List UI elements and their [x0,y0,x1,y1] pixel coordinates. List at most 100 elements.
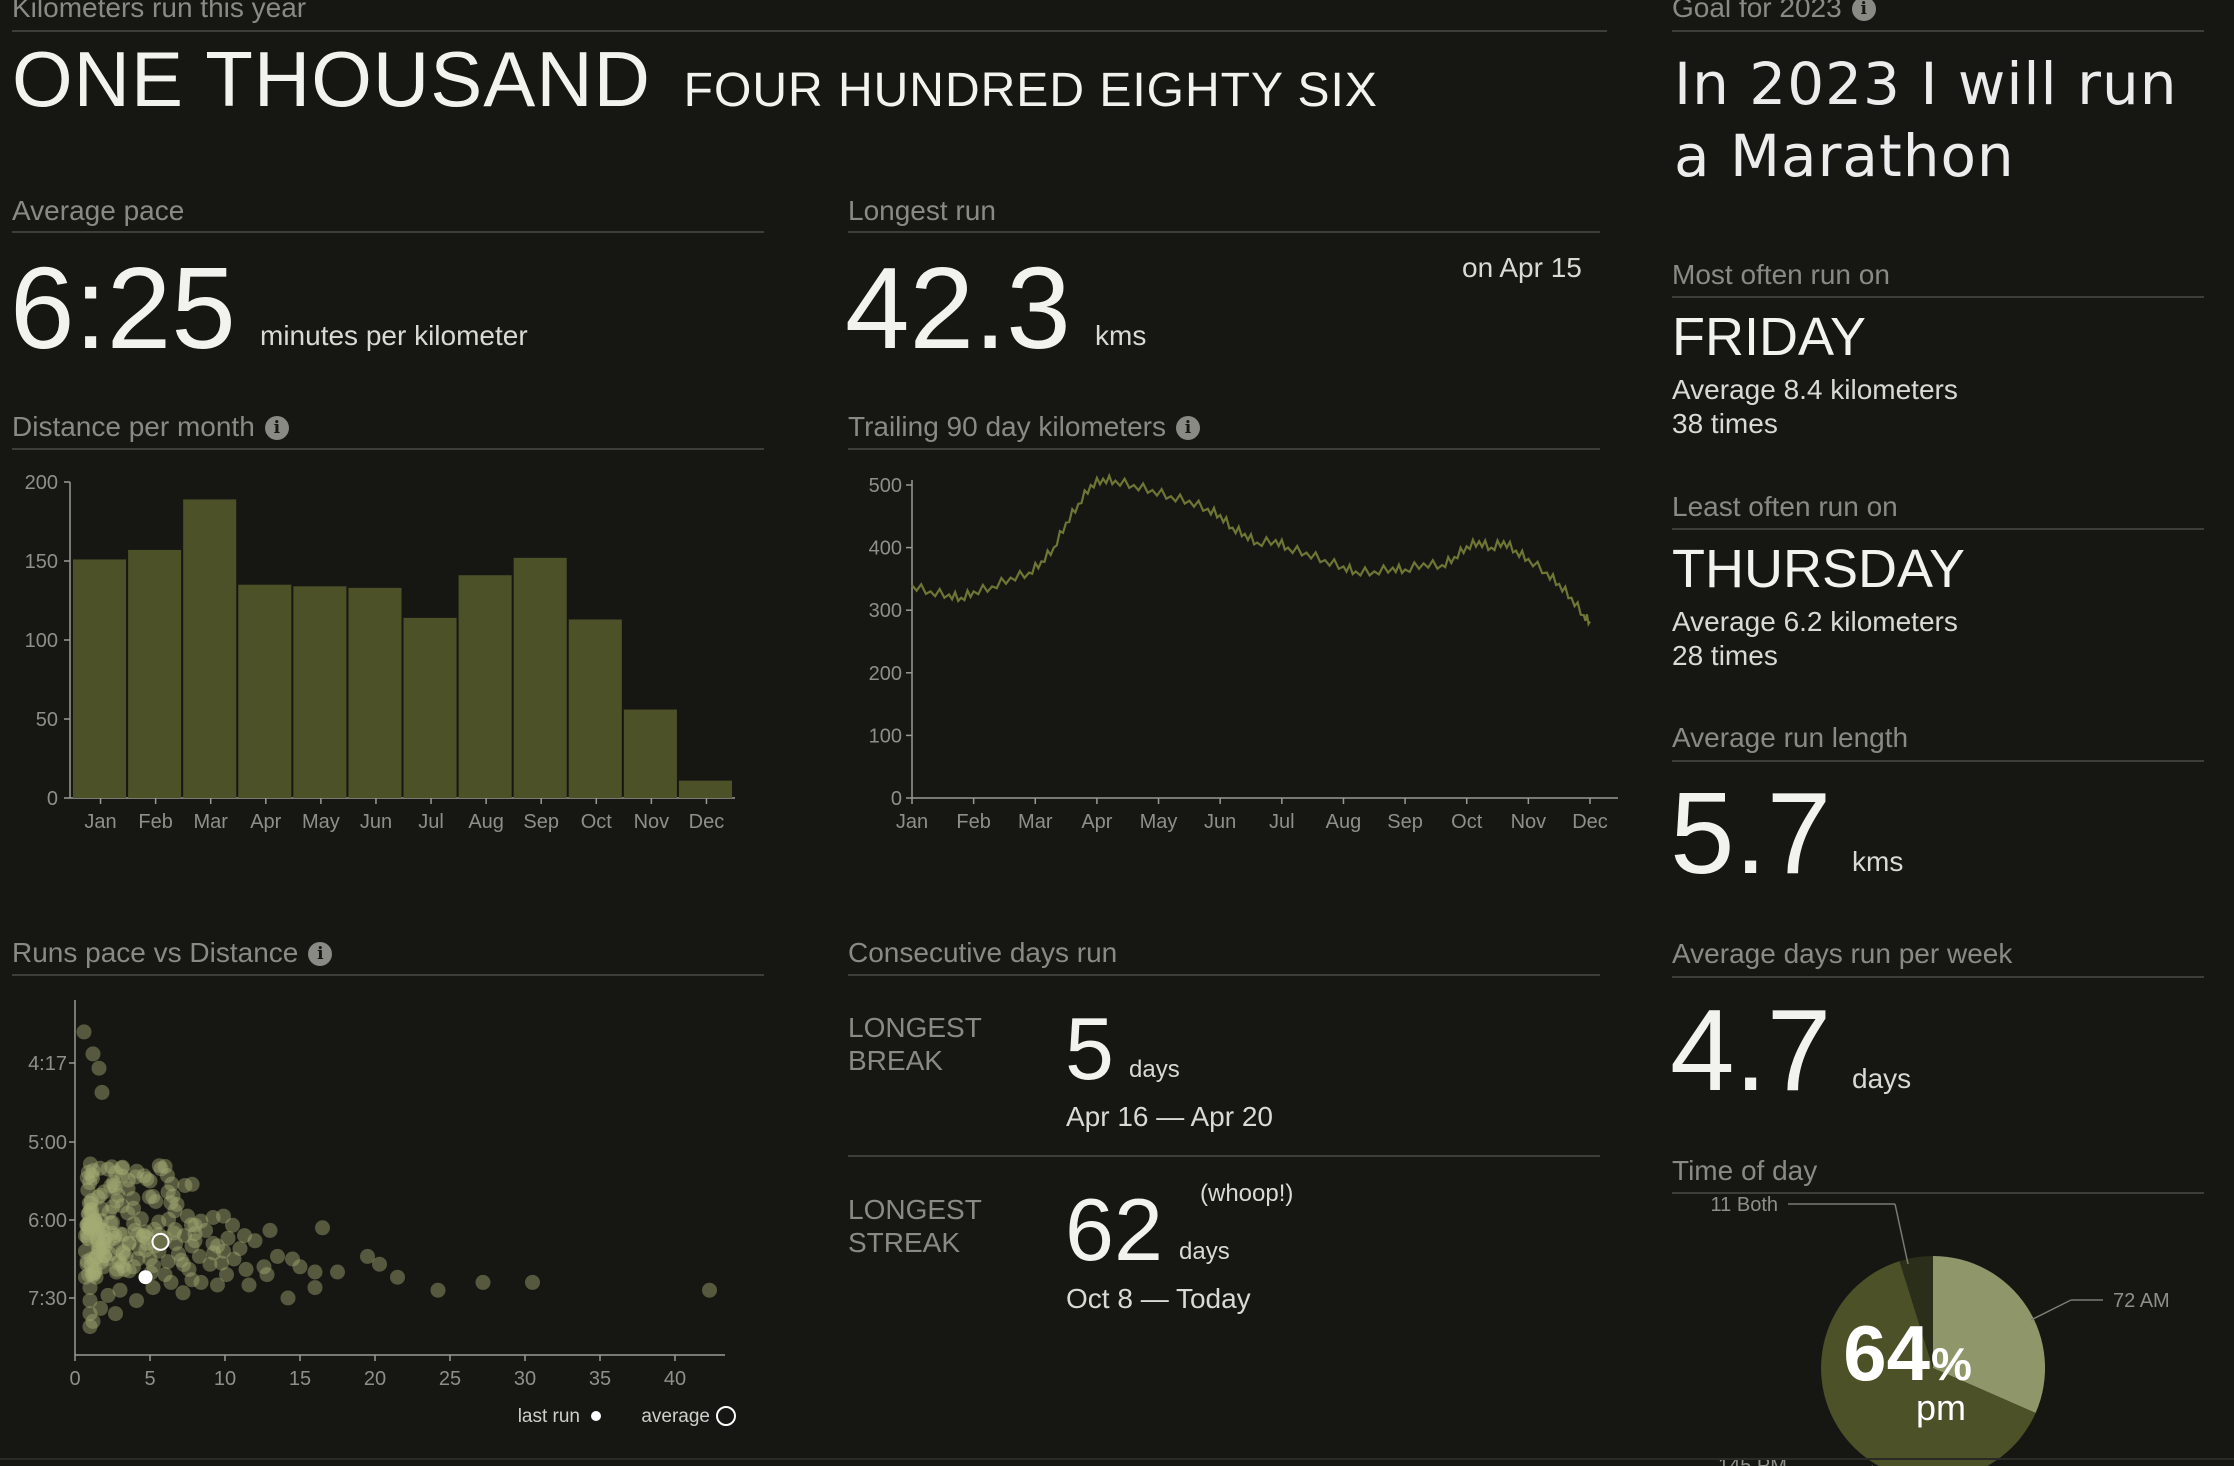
data-point [173,1252,189,1268]
x-tick-label: 40 [664,1368,686,1390]
data-point [85,1046,101,1062]
x-tick-label: 20 [364,1368,386,1390]
data-point [238,1261,254,1277]
x-tick-label: Jun [1204,811,1236,833]
info-icon[interactable]: i [264,416,289,440]
x-tick-label: Aug [468,811,504,833]
data-point [109,1261,125,1277]
data-point [88,1269,104,1285]
data-point [81,1195,97,1211]
data-point [171,1246,186,1262]
info-icon[interactable]: i [1851,0,1876,21]
data-point [78,1228,93,1244]
trailing-title: Trailing 90 day kilometers [848,411,1166,442]
x-tick-label: May [1140,811,1178,833]
distance-month-label: Distance per month i [12,411,289,443]
bar [128,549,182,798]
data-point [100,1161,116,1177]
data-point [85,1267,101,1283]
avg-pace-label: Average pace [12,195,185,226]
data-point [79,1253,95,1269]
data-point [360,1248,375,1264]
data-point [110,1240,126,1256]
data-point [210,1277,225,1293]
data-point [184,1217,199,1233]
divider [1672,30,2204,32]
data-point [103,1215,119,1231]
divider [1672,976,2204,978]
longest-streak-label-2: STREAK [848,1227,961,1258]
data-point [96,1259,111,1275]
data-point [120,1181,136,1197]
data-point [181,1261,197,1277]
info-icon[interactable]: i [1175,416,1200,440]
trailing-90-day-chart: 0 100 200 300 400 500 Jan Feb Mar Apr May Jun Jul Aug… [869,472,1618,833]
km-year-label: Kilometers run this year [12,0,307,23]
data-point [169,1196,185,1212]
data-point [89,1249,105,1265]
data-point [80,1217,96,1233]
data-point [102,1246,117,1262]
data-point [110,1255,126,1271]
data-point [84,1251,99,1267]
data-point [145,1280,161,1296]
data-point [80,1164,96,1180]
data-point [167,1203,183,1219]
data-point [89,1230,105,1246]
divider [12,231,764,233]
data-point [84,1193,99,1208]
divider [848,974,1600,976]
data-point [94,1201,110,1217]
data-point [115,1244,131,1260]
data-point [97,1248,112,1264]
data-point [270,1248,285,1264]
longest-break-value: 5 [1065,999,1114,1098]
data-point [184,1272,200,1288]
data-point [94,1084,110,1100]
data-point [106,1177,122,1193]
data-point [125,1191,141,1207]
data-point [330,1264,345,1280]
legend-last-run-marker [591,1411,601,1421]
y-tick-label: 400 [869,538,902,560]
y-tick-label: 150 [25,551,58,573]
data-point [205,1235,221,1251]
data-point [193,1213,209,1229]
scatter-label: Runs pace vs Distance i [12,937,333,969]
divider [12,30,1607,32]
pie-percent: 64 [1843,1309,1930,1397]
bar [568,619,622,798]
data-point [87,1213,103,1229]
x-tick-label: 15 [289,1368,311,1390]
data-point [214,1255,230,1271]
data-point [91,1243,107,1259]
data-point [390,1269,405,1285]
data-point [92,1239,108,1255]
y-tick-label: 0 [891,788,902,810]
data-point [128,1169,144,1185]
x-tick-label: Dec [1572,811,1608,833]
y-tick-label: 50 [36,709,58,731]
average-point [151,1232,170,1251]
data-point [90,1189,106,1205]
data-point [525,1274,540,1290]
y-tick-label: 100 [25,630,58,652]
y-tick-label: 200 [869,663,902,685]
data-point [101,1204,117,1220]
pie-slice [1821,1261,2036,1466]
data-point [112,1253,128,1269]
pie-label-am: 72 AM [2113,1290,2170,1312]
least-often-day: THURSDAY [1672,539,1966,599]
data-point [84,1202,99,1218]
data-point [97,1230,113,1245]
data-point [307,1280,323,1296]
x-tick-label: 35 [589,1368,611,1390]
avg-len-label: Average run length [1672,722,1909,753]
y-tick-label: 6:00 [28,1210,67,1232]
data-point [192,1248,207,1264]
pace-vs-distance-chart: 4:17 5:00 6:00 7:30 0 5 10 15 20 25 30 35 40 last run… [28,1000,736,1427]
bar [73,559,127,798]
data-point [83,1257,99,1273]
info-icon[interactable]: i [308,942,333,966]
divider [1672,296,2204,298]
